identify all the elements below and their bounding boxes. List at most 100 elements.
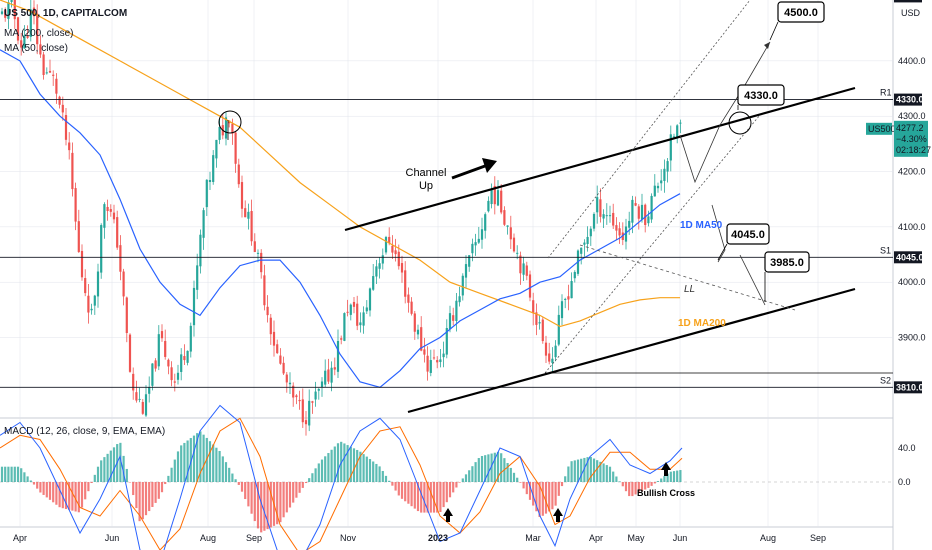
macd-arrow-head [553, 508, 563, 516]
macd-histogram-bar [493, 452, 496, 482]
candle-body [637, 206, 640, 219]
macd-histogram-bar [260, 482, 263, 533]
candle-body [58, 96, 61, 105]
macd-histogram-bar [416, 482, 420, 512]
candle-body [13, 0, 16, 20]
macd-histogram-bar [4, 466, 7, 482]
macd-histogram-bar [461, 478, 464, 482]
pullback-path [711, 204, 726, 263]
candle-body [618, 228, 621, 236]
candle-body [583, 242, 586, 245]
macd-histogram-bar [196, 433, 199, 482]
candle-body [445, 328, 448, 355]
x-tick-label: Sep [246, 533, 262, 543]
macd-histogram-bar [420, 482, 423, 513]
macd-histogram-bar [384, 475, 388, 482]
callout-4330-box [737, 84, 785, 106]
macd-histogram-bar [404, 482, 407, 502]
candle-body [176, 372, 180, 380]
x-tick-label: Mar [525, 533, 541, 543]
macd-histogram-bar [106, 453, 109, 482]
macd-tick-0: 0.0 [898, 477, 911, 487]
candle-body [160, 331, 164, 339]
y-tick-label: 4300.0 [898, 111, 926, 121]
price-tag-box [894, 120, 928, 157]
candle-body [512, 237, 516, 252]
macd-histogram-bar [445, 482, 448, 503]
candle-body [554, 345, 557, 358]
macd-histogram-bar [122, 455, 125, 482]
candle-body [180, 354, 183, 372]
candle-body [634, 203, 637, 206]
candle-body [660, 180, 663, 184]
candle-body [640, 204, 644, 220]
macd-histogram-bar [471, 466, 474, 482]
channel-label-line2: Up [419, 180, 433, 192]
candle-body [602, 214, 605, 219]
macd-histogram-bar [55, 482, 58, 505]
macd-histogram-bar [90, 482, 93, 484]
macd-histogram-bar [93, 474, 96, 482]
candle-body [154, 360, 157, 369]
candle-body [599, 199, 602, 217]
candle-body [269, 317, 272, 335]
candle-body [608, 215, 612, 217]
candle-body [432, 357, 436, 359]
candle-body [106, 206, 109, 212]
candle-body [116, 217, 119, 248]
candle-body [410, 301, 413, 314]
macd-histogram-bar [500, 453, 503, 482]
macd-histogram-bar [612, 471, 615, 482]
macd-histogram-bar [541, 482, 544, 516]
macd-histogram-bar [320, 459, 324, 482]
candle-body [551, 358, 554, 363]
macd-histogram-bar [183, 442, 186, 482]
callout-4500-text: 4500.0 [784, 7, 818, 19]
macd-histogram-bar [288, 482, 292, 508]
macd-histogram-bar [506, 463, 509, 482]
candle-body [253, 241, 256, 252]
x-tick-label: Jun [105, 533, 120, 543]
channel-top-line [344, 86, 856, 232]
macd-histogram-bar [679, 470, 682, 482]
candle-body [525, 265, 528, 276]
macd-histogram-bar [468, 470, 471, 482]
candle-body [567, 296, 570, 300]
candle-body [186, 350, 189, 363]
macd-histogram-bar [237, 482, 240, 485]
candle-body [480, 229, 484, 240]
candle-body [349, 304, 352, 315]
level-price-r1: 4330.0 [894, 93, 924, 106]
candle-body [304, 420, 308, 425]
macd-histogram-bar [32, 482, 36, 485]
price-tag-change: −4.30% [896, 134, 927, 144]
x-tick-label: Aug [200, 533, 216, 543]
candle-body [295, 395, 298, 398]
macd-histogram-bar [650, 482, 653, 486]
macd-histogram-bar [266, 482, 269, 530]
candle-body [669, 134, 672, 161]
candle-body [202, 210, 205, 238]
macd-histogram-bar [128, 482, 132, 483]
candle-body [266, 306, 269, 316]
macd-histogram-bar [144, 482, 148, 516]
level-tag-s1: S1 [880, 245, 891, 255]
macd-histogram-bar [132, 482, 135, 496]
macd-arrow-head [443, 508, 453, 516]
candle-body [317, 389, 320, 391]
macd-histogram-bar [656, 480, 660, 482]
macd-arrow-shaft [446, 516, 450, 522]
candle-body [80, 250, 84, 278]
channel-arrow-shaft [451, 164, 486, 180]
macd-legend: MACD (12, 26, close, 9, EMA, EMA) [4, 426, 166, 437]
macd-arrow-shaft [556, 516, 560, 522]
macd-histogram-bar [84, 482, 87, 500]
candle-body [468, 255, 471, 267]
macd-histogram-bar [141, 482, 144, 520]
candle-body [381, 255, 384, 264]
macd-histogram-bar [234, 479, 237, 482]
candle-body [586, 236, 589, 245]
x-tick-label: Apr [589, 533, 603, 543]
candle-body [199, 234, 202, 267]
